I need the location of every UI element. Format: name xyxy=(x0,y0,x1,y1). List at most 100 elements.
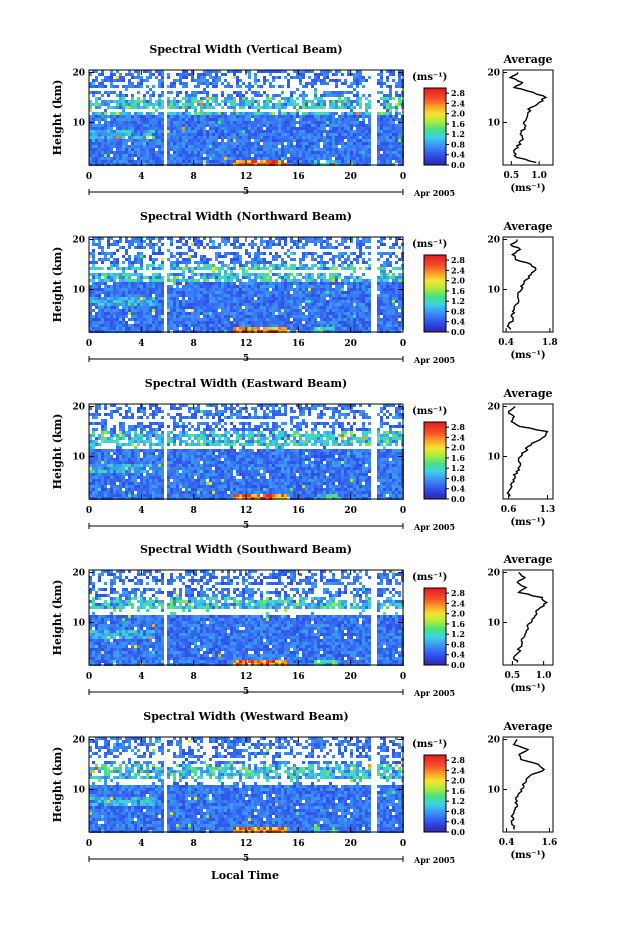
x-tick-label: 4 xyxy=(138,172,144,182)
colorbar xyxy=(424,588,446,666)
average-title: Average xyxy=(502,220,552,233)
average-y-tick-label: 20 xyxy=(487,569,500,579)
colorbar-tick-label: 2.4 xyxy=(451,98,465,108)
average-profile-line xyxy=(506,405,549,497)
colorbar-frame xyxy=(423,754,447,833)
panel-eastward: Spectral Width (Eastward Beam) Height (km… xyxy=(51,377,555,532)
x-tick-label: 20 xyxy=(344,506,357,516)
colorbar-tick-label: 0.8 xyxy=(451,639,465,649)
heatmap-cells xyxy=(89,404,404,500)
x-tick-label: 12 xyxy=(240,672,253,682)
average-frame xyxy=(502,403,554,500)
colorbar-tick-label: 1.6 xyxy=(451,786,465,796)
y-axis-label: Height (km) xyxy=(51,747,64,823)
colorbar-tick-label: 0.0 xyxy=(451,160,465,170)
colorbar-frame xyxy=(423,254,447,333)
heatmap-cells xyxy=(89,737,404,833)
x-tick-label: 8 xyxy=(191,339,197,349)
x-tick-label: 0 xyxy=(400,506,406,516)
average-profile-line xyxy=(508,72,548,164)
colorbar-frame xyxy=(423,587,447,666)
x-tick-label: 0 xyxy=(400,339,406,349)
average-x-tick-label: 1.3 xyxy=(540,505,556,515)
average-x-label: (ms⁻¹) xyxy=(510,183,545,194)
date-label: Apr 2005 xyxy=(413,855,455,865)
x-tick-label: 20 xyxy=(344,339,357,349)
colorbar-tick-label: 0.8 xyxy=(451,806,465,816)
colorbar-tick-label: 2.8 xyxy=(451,88,465,98)
average-x-tick-label: 1.0 xyxy=(536,671,552,681)
average-x-tick-label: 1.0 xyxy=(531,171,547,181)
x-tick-label: 16 xyxy=(292,172,305,182)
colorbar-tick-label: 0.4 xyxy=(451,317,465,327)
average-x-tick-label: 1.8 xyxy=(542,338,558,348)
date-day-label: 5 xyxy=(243,854,249,864)
x-tick-label: 8 xyxy=(191,672,197,682)
x-tick-label: 4 xyxy=(138,339,144,349)
x-tick-label: 0 xyxy=(86,172,92,182)
average-y-tick-label: 20 xyxy=(487,69,500,79)
colorbar-frame xyxy=(423,87,447,166)
colorbar-unit: (ms⁻¹) xyxy=(412,72,447,83)
colorbar-unit: (ms⁻¹) xyxy=(412,572,447,583)
colorbar xyxy=(424,755,446,833)
heatmap-cells xyxy=(89,570,404,666)
y-tick-label: 10 xyxy=(72,453,85,463)
colorbar-tick-label: 2.8 xyxy=(451,255,465,265)
y-axis-label: Height (km) xyxy=(51,80,64,156)
average-x-label: (ms⁻¹) xyxy=(510,850,545,861)
colorbar-tick-label: 1.2 xyxy=(451,629,465,639)
average-x-tick-label: 0.4 xyxy=(499,838,515,848)
heatmap-cells xyxy=(89,237,404,333)
chart-title: Spectral Width (Vertical Beam) xyxy=(149,43,342,56)
panel-vertical: Spectral Width (Vertical Beam) Height (km… xyxy=(51,43,554,198)
colorbar-tick-label: 2.0 xyxy=(451,443,465,453)
y-tick-label: 20 xyxy=(72,236,85,246)
colorbar-tick-label: 1.2 xyxy=(451,296,465,306)
x-tick-label: 8 xyxy=(191,839,197,849)
colorbar-tick-label: 2.0 xyxy=(451,109,465,119)
x-tick-label: 12 xyxy=(240,839,253,849)
average-y-tick-label: 10 xyxy=(487,786,500,796)
average-x-label: (ms⁻¹) xyxy=(510,683,545,694)
chart-title: Spectral Width (Westward Beam) xyxy=(143,710,348,723)
average-x-tick-label: 0.6 xyxy=(501,505,517,515)
x-tick-label: 16 xyxy=(292,839,305,849)
y-axis-label: Height (km) xyxy=(51,580,64,656)
date-label: Apr 2005 xyxy=(413,688,455,698)
average-x-tick-label: 1.6 xyxy=(542,838,558,848)
heatmap-cells xyxy=(89,70,404,166)
average-x-tick-label: 0.5 xyxy=(503,171,519,181)
x-tick-label: 8 xyxy=(191,506,197,516)
y-axis-label: Height (km) xyxy=(51,414,64,490)
colorbar-tick-label: 2.8 xyxy=(451,588,465,598)
x-tick-label: 16 xyxy=(292,506,305,516)
average-frame xyxy=(502,69,554,166)
colorbar-tick-label: 1.2 xyxy=(451,463,465,473)
date-label: Apr 2005 xyxy=(413,355,455,365)
colorbar-tick-label: 0.4 xyxy=(451,150,465,160)
colorbar-tick-label: 0.8 xyxy=(451,139,465,149)
colorbar-tick-label: 2.8 xyxy=(451,755,465,765)
chart-title: Spectral Width (Eastward Beam) xyxy=(145,377,347,390)
average-y-tick-label: 10 xyxy=(487,453,500,463)
colorbar-tick-label: 1.6 xyxy=(451,619,465,629)
x-tick-label: 0 xyxy=(86,839,92,849)
x-tick-label: 20 xyxy=(344,672,357,682)
x-tick-label: 16 xyxy=(292,672,305,682)
colorbar-tick-label: 2.0 xyxy=(451,276,465,286)
chart-title: Spectral Width (Southward Beam) xyxy=(140,543,352,556)
colorbar-tick-label: 1.6 xyxy=(451,286,465,296)
colorbar xyxy=(424,422,446,500)
y-tick-label: 10 xyxy=(72,119,85,129)
average-frame xyxy=(502,736,554,833)
average-frame xyxy=(502,569,554,666)
x-tick-label: 16 xyxy=(292,339,305,349)
x-tick-label: 4 xyxy=(138,672,144,682)
average-y-tick-label: 10 xyxy=(487,286,500,296)
y-tick-label: 10 xyxy=(72,786,85,796)
bottom-x-axis-label: Local Time xyxy=(211,869,279,882)
average-y-tick-label: 20 xyxy=(487,403,500,413)
x-tick-label: 4 xyxy=(138,839,144,849)
average-title: Average xyxy=(502,387,552,400)
